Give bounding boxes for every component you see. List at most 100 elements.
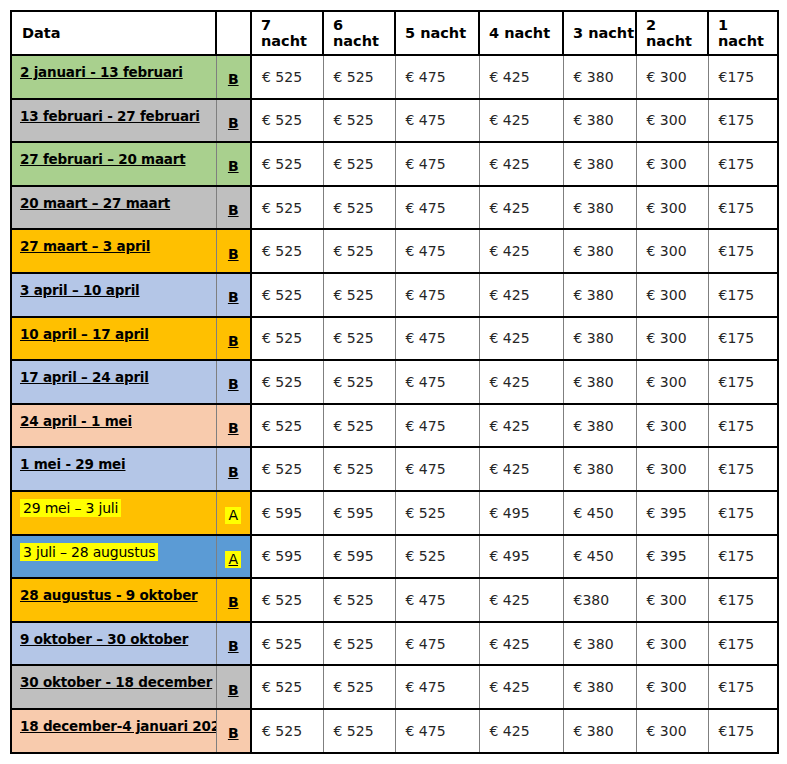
date-cell: 30 oktober - 18 december xyxy=(11,665,216,709)
price-3-nacht: € 380 xyxy=(563,142,636,186)
price-5-nacht: € 525 xyxy=(395,491,479,535)
price-3-nacht: € 380 xyxy=(563,55,636,99)
price-7-nacht: € 525 xyxy=(251,665,323,709)
header-5-nacht: 5 nacht xyxy=(395,11,479,55)
price-3-nacht: € 380 xyxy=(563,229,636,273)
price-2-nacht: € 395 xyxy=(636,535,708,579)
price-6-nacht: € 525 xyxy=(323,55,395,99)
price-4-nacht: € 425 xyxy=(479,99,563,143)
date-cell: 2 januari - 13 februari xyxy=(11,55,216,99)
price-1-nacht: €175 xyxy=(708,186,778,230)
date-cell: 10 april – 17 april xyxy=(11,317,216,361)
price-6-nacht: € 595 xyxy=(323,535,395,579)
price-2-nacht: € 300 xyxy=(636,317,708,361)
date-range: 13 februari - 27 februari xyxy=(20,108,200,124)
price-2-nacht: € 300 xyxy=(636,229,708,273)
date-range: 28 augustus - 9 oktober xyxy=(20,587,198,603)
price-4-nacht: € 425 xyxy=(479,578,563,622)
date-range: 1 mei - 29 mei xyxy=(20,456,125,472)
table-row: 3 april – 10 april B € 525 € 525 € 475 €… xyxy=(11,273,778,317)
price-1-nacht: €175 xyxy=(708,447,778,491)
price-5-nacht: € 475 xyxy=(395,142,479,186)
table-row: 17 april – 24 april B € 525 € 525 € 475 … xyxy=(11,360,778,404)
date-range: 29 mei – 3 juli xyxy=(20,499,121,517)
price-7-nacht: € 525 xyxy=(251,360,323,404)
category-letter: B xyxy=(228,377,239,392)
price-3-nacht: € 380 xyxy=(563,709,636,753)
price-3-nacht: € 380 xyxy=(563,404,636,448)
category-letter: B xyxy=(228,203,239,218)
price-4-nacht: € 425 xyxy=(479,709,563,753)
table-row: 18 december-4 januari 2026 B € 525 € 525… xyxy=(11,709,778,753)
category-letter: B xyxy=(228,683,239,698)
price-7-nacht: € 525 xyxy=(251,622,323,666)
price-1-nacht: €175 xyxy=(708,142,778,186)
header-4-nacht: 4 nacht xyxy=(479,11,563,55)
table-row: 20 maart – 27 maart B € 525 € 525 € 475 … xyxy=(11,186,778,230)
table-row: 10 april – 17 april B € 525 € 525 € 475 … xyxy=(11,317,778,361)
table-row: 9 oktober – 30 oktober B € 525 € 525 € 4… xyxy=(11,622,778,666)
price-4-nacht: € 425 xyxy=(479,404,563,448)
date-cell: 9 oktober – 30 oktober xyxy=(11,622,216,666)
price-table-container: Data 7 nacht 6 nacht 5 nacht 4 nacht 3 n… xyxy=(0,0,787,754)
category-cell: B xyxy=(216,709,251,753)
date-range: 18 december-4 januari 2026 xyxy=(20,718,216,734)
price-2-nacht: € 300 xyxy=(636,55,708,99)
date-cell: 27 februari – 20 maart xyxy=(11,142,216,186)
date-range: 9 oktober – 30 oktober xyxy=(20,631,188,647)
category-cell: B xyxy=(216,404,251,448)
price-6-nacht: € 525 xyxy=(323,186,395,230)
category-letter: B xyxy=(228,159,239,174)
table-row: 28 augustus - 9 oktober B € 525 € 525 € … xyxy=(11,578,778,622)
price-2-nacht: € 300 xyxy=(636,273,708,317)
price-6-nacht: € 525 xyxy=(323,317,395,361)
price-7-nacht: € 525 xyxy=(251,404,323,448)
table-row: 1 mei - 29 mei B € 525 € 525 € 475 € 425… xyxy=(11,447,778,491)
date-cell: 3 juli – 28 augustus xyxy=(11,535,216,579)
price-3-nacht: € 450 xyxy=(563,491,636,535)
date-range: 3 april – 10 april xyxy=(20,282,140,298)
price-7-nacht: € 595 xyxy=(251,535,323,579)
price-5-nacht: € 475 xyxy=(395,55,479,99)
date-range: 2 januari - 13 februari xyxy=(20,64,183,80)
header-6-nacht: 6 nacht xyxy=(323,11,395,55)
price-2-nacht: € 300 xyxy=(636,360,708,404)
price-5-nacht: € 475 xyxy=(395,229,479,273)
price-5-nacht: € 475 xyxy=(395,273,479,317)
category-cell: B xyxy=(216,229,251,273)
header-letter xyxy=(216,11,251,55)
category-letter: A xyxy=(225,551,241,568)
price-5-nacht: € 475 xyxy=(395,186,479,230)
price-7-nacht: € 525 xyxy=(251,142,323,186)
table-row: 27 februari – 20 maart B € 525 € 525 € 4… xyxy=(11,142,778,186)
header-row: Data 7 nacht 6 nacht 5 nacht 4 nacht 3 n… xyxy=(11,11,778,55)
price-4-nacht: € 425 xyxy=(479,229,563,273)
date-range: 17 april – 24 april xyxy=(20,369,149,385)
date-range: 20 maart – 27 maart xyxy=(20,195,170,211)
category-cell: B xyxy=(216,99,251,143)
price-6-nacht: € 525 xyxy=(323,360,395,404)
table-row: 24 april - 1 mei B € 525 € 525 € 475 € 4… xyxy=(11,404,778,448)
category-letter: A xyxy=(225,507,241,524)
category-cell: B xyxy=(216,273,251,317)
category-cell: B xyxy=(216,665,251,709)
category-cell: B xyxy=(216,447,251,491)
price-1-nacht: €175 xyxy=(708,229,778,273)
date-range: 3 juli – 28 augustus xyxy=(20,543,158,561)
category-letter: B xyxy=(228,639,239,654)
category-letter: B xyxy=(228,726,239,741)
price-2-nacht: € 300 xyxy=(636,142,708,186)
price-6-nacht: € 525 xyxy=(323,578,395,622)
price-6-nacht: € 525 xyxy=(323,273,395,317)
category-cell: B xyxy=(216,317,251,361)
table-row: 3 juli – 28 augustus A € 595 € 595 € 525… xyxy=(11,535,778,579)
category-letter: B xyxy=(228,72,239,87)
date-cell: 27 maart – 3 april xyxy=(11,229,216,273)
date-cell: 24 april - 1 mei xyxy=(11,404,216,448)
table-row: 30 oktober - 18 december B € 525 € 525 €… xyxy=(11,665,778,709)
price-5-nacht: € 525 xyxy=(395,535,479,579)
price-5-nacht: € 475 xyxy=(395,709,479,753)
price-7-nacht: € 525 xyxy=(251,709,323,753)
price-7-nacht: € 525 xyxy=(251,55,323,99)
price-4-nacht: € 425 xyxy=(479,622,563,666)
